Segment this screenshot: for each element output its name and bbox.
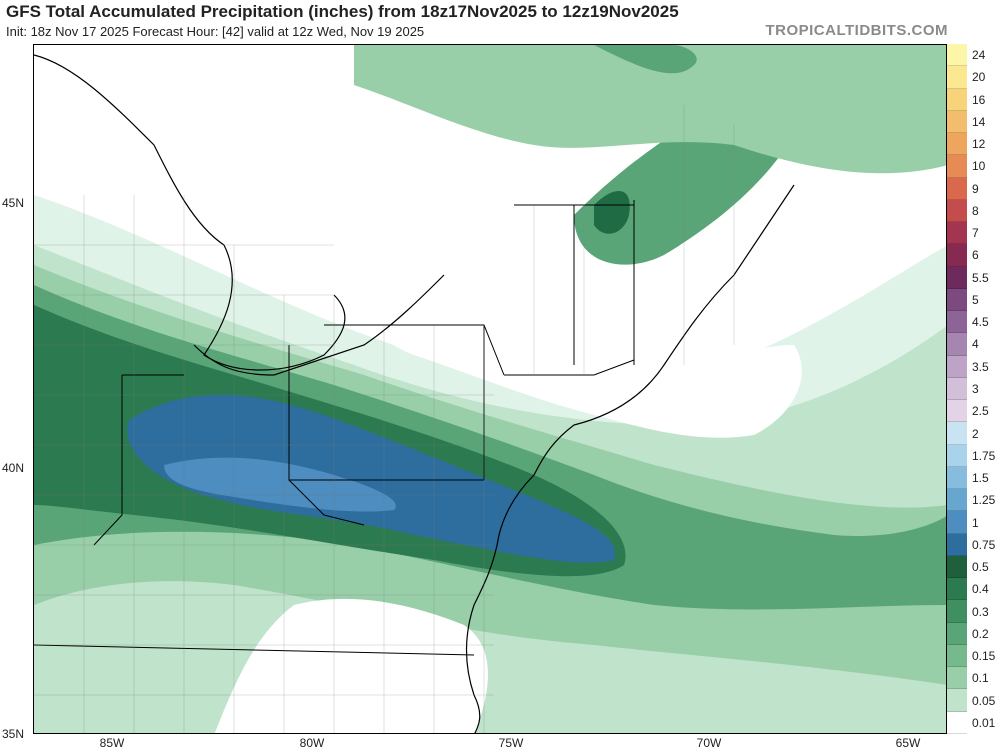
colorbar-swatch xyxy=(947,333,967,356)
precip-field-canada xyxy=(354,45,946,174)
longitude-label-70w: 70W xyxy=(696,736,722,750)
colorbar-level-label: 6 xyxy=(972,248,979,263)
colorbar-swatch xyxy=(947,489,967,512)
colorbar-level-label: 12 xyxy=(972,137,986,152)
colorbar-swatch xyxy=(947,689,967,712)
colorbar-level-label: 10 xyxy=(972,159,986,174)
colorbar-swatch xyxy=(947,355,967,378)
longitude-label-85w: 85W xyxy=(99,736,125,750)
colorbar-swatch xyxy=(947,44,967,67)
colorbar-level-label: 5 xyxy=(972,292,979,307)
precip-field-canada-dark xyxy=(594,45,697,74)
colorbar-swatch xyxy=(947,133,967,156)
precip-field-1.0 xyxy=(164,457,396,512)
colorbar-level-label: 2 xyxy=(972,426,979,441)
colorbar-swatch xyxy=(947,644,967,668)
colorbar-level-label: 2.5 xyxy=(972,404,989,419)
colorbar-level-label: 9 xyxy=(972,181,979,196)
colorbar-swatch xyxy=(947,400,967,423)
colorbar-level-label: 4 xyxy=(972,337,979,352)
colorbar-level-label: 1 xyxy=(972,515,979,530)
brand-watermark: TROPICALTIDBITS.COM xyxy=(765,22,948,39)
latitude-label-40n: 40N xyxy=(2,461,25,475)
colorbar-swatch xyxy=(947,66,967,89)
colorbar-swatch xyxy=(947,377,967,401)
colorbar-swatch xyxy=(947,533,967,556)
colorbar-swatch xyxy=(947,667,967,690)
colorbar-swatch xyxy=(947,600,967,623)
colorbar-legend: 24 20 16 14 12 10 9 8 7 6 5.5 5 4.5 4 3.5 3 2.5 2 1.75 1.5 1… xyxy=(947,44,1000,734)
colorbar-level-label: 1.5 xyxy=(972,471,989,486)
colorbar-swatch xyxy=(947,578,967,601)
colorbar-swatch xyxy=(947,222,967,245)
colorbar-level-label: 14 xyxy=(972,114,986,129)
colorbar-swatch xyxy=(947,288,967,312)
map-canvas xyxy=(34,45,946,733)
colorbar-level-label: 8 xyxy=(972,203,979,218)
colorbar-swatch xyxy=(947,511,967,534)
colorbar-level-label: 4.5 xyxy=(972,315,989,330)
colorbar-swatch xyxy=(947,199,967,223)
colorbar-level-label: 0.5 xyxy=(972,560,989,575)
colorbar-level-label: 3.5 xyxy=(972,359,989,374)
colorbar-swatch xyxy=(947,311,967,334)
coastline-atlantic xyxy=(465,184,795,733)
colorbar-level-label: 0.05 xyxy=(972,693,996,708)
colorbar-level-label: 24 xyxy=(972,48,986,63)
dry-area-southeast xyxy=(214,598,488,733)
colorbar-swatch xyxy=(947,244,967,267)
precip-field-0.75 xyxy=(127,395,616,563)
colorbar-level-label: 0.15 xyxy=(972,649,996,664)
colorbar-level-label: 0.1 xyxy=(972,671,989,686)
colorbar-level-label: 7 xyxy=(972,226,979,241)
precip-field-north-0.5 xyxy=(594,191,630,234)
county-grid xyxy=(34,105,735,733)
colorbar-level-label: 0.3 xyxy=(972,604,989,619)
precipitation-map xyxy=(33,44,947,734)
colorbar-swatch xyxy=(947,422,967,445)
colorbar-swatch xyxy=(947,110,967,134)
chart-subtitle: Init: 18z Nov 17 2025 Forecast Hour: [42… xyxy=(6,24,425,39)
chart-title: GFS Total Accumulated Precipitation (inc… xyxy=(6,2,679,21)
latitude-label-35n: 35N xyxy=(2,727,25,741)
colorbar-level-label: 1.25 xyxy=(972,493,996,508)
colorbar-level-label: 0.75 xyxy=(972,537,996,552)
colorbar-level-label: 16 xyxy=(972,92,986,107)
colorbar-level-label: 0.4 xyxy=(972,582,989,597)
colorbar-level-label: 0.01 xyxy=(972,715,996,730)
colorbar-level-label: 1.75 xyxy=(972,448,996,463)
colorbar-swatch xyxy=(947,555,967,579)
latitude-label-45n: 45N xyxy=(2,196,25,210)
dry-area-ontario xyxy=(145,94,494,288)
colorbar-level-label: 3 xyxy=(972,382,979,396)
colorbar-level-label: 0.2 xyxy=(972,626,989,641)
colorbar-swatch xyxy=(947,266,967,289)
coastline-great-lakes xyxy=(34,54,445,376)
colorbar-level-label: 20 xyxy=(972,70,986,85)
colorbar-swatch xyxy=(947,466,967,490)
colorbar-swatch xyxy=(947,711,967,734)
colorbar-swatch xyxy=(947,622,967,645)
colorbar-swatch xyxy=(947,88,967,111)
colorbar-swatch xyxy=(947,444,967,467)
colorbar-level-label: 5.5 xyxy=(972,270,989,285)
dry-area-newengland xyxy=(352,266,802,438)
colorbar-swatch xyxy=(947,155,967,178)
longitude-label-65w: 65W xyxy=(895,736,921,750)
colorbar-swatch xyxy=(947,177,967,200)
longitude-label-75w: 75W xyxy=(498,736,524,750)
longitude-label-80w: 80W xyxy=(299,736,325,750)
